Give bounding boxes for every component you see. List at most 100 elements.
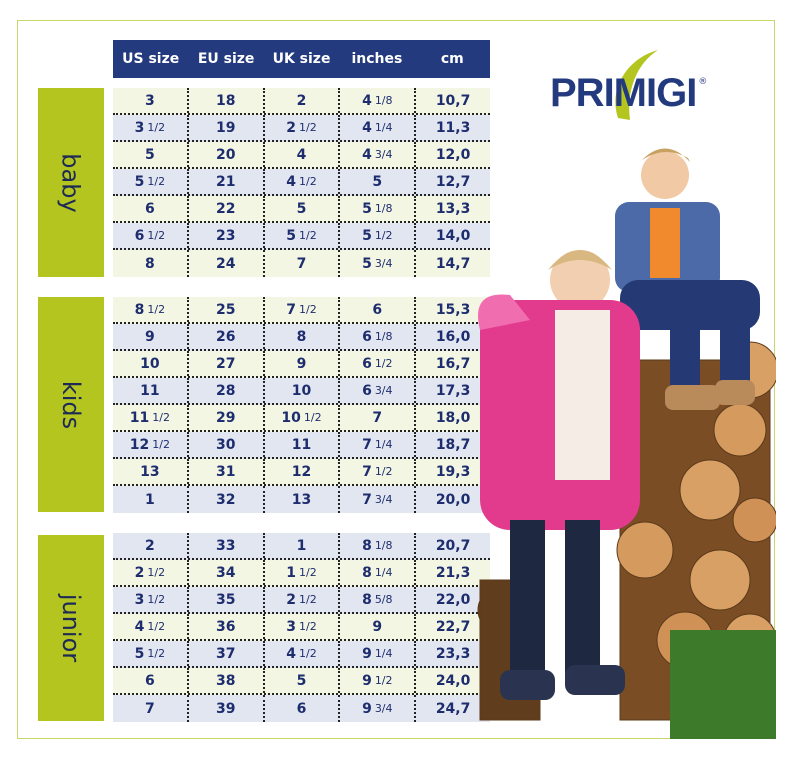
cell-cm: 17,3 xyxy=(435,382,471,399)
cell-inches: 6 1/2 xyxy=(340,351,417,376)
cell-us-size: 12 1/2 xyxy=(113,432,189,457)
header-eu-size: EU size xyxy=(197,51,255,67)
cell-us-size: 6 xyxy=(113,196,189,221)
table-row: 7 39 6 9 3/4 24,7 xyxy=(113,695,490,722)
cell-eu-size: 23 xyxy=(189,223,265,248)
table-row: 2 33 1 8 1/8 20,7 xyxy=(113,533,490,560)
cell-cm: 20,7 xyxy=(435,537,471,554)
cell-eu-size: 22 xyxy=(189,196,265,221)
cell-us-size: 8 xyxy=(113,250,189,277)
cell-cm: 13,3 xyxy=(435,200,471,217)
size-group-junior: 2 33 1 8 1/8 20,7 2 1/2 34 1 1/2 8 1/4 21,3 3 1/2 35 2 1/2… xyxy=(113,533,490,722)
kids-photo xyxy=(470,130,779,739)
table-row: 6 38 5 9 1/2 24,0 xyxy=(113,668,490,695)
table-row: 13 31 12 7 1/2 19,3 xyxy=(113,459,490,486)
logo-text: PRIMIGI xyxy=(550,71,697,115)
cell-cm: 23,3 xyxy=(435,645,471,662)
boy-image xyxy=(615,148,760,410)
cell-inches: 7 3/4 xyxy=(340,486,417,513)
cell-eu-size: 36 xyxy=(189,614,265,639)
cell-uk-size: 5 xyxy=(265,196,341,221)
cell-inches: 6 xyxy=(340,297,417,322)
cell-inches: 9 xyxy=(340,614,417,639)
cell-cm: 21,3 xyxy=(435,564,471,581)
cell-us-size: 6 1/2 xyxy=(113,223,189,248)
size-group-baby: 3 18 2 4 1/8 10,7 3 1/2 19 2 1/2 4 1/4 11,3 5 20 4 4 3/4 12… xyxy=(113,88,490,277)
cell-cm: 12,0 xyxy=(435,146,471,163)
cell-uk-size: 3 1/2 xyxy=(265,614,341,639)
cell-cm: 12,7 xyxy=(435,173,471,190)
cell-inches: 5 1/8 xyxy=(340,196,417,221)
cell-cm: 14,0 xyxy=(435,227,471,244)
cell-cm: 15,3 xyxy=(435,301,471,318)
cell-us-size: 5 xyxy=(113,142,189,167)
cell-uk-size: 10 xyxy=(265,378,341,403)
cell-inches: 8 1/4 xyxy=(340,560,417,585)
group-label-text: junior xyxy=(57,593,85,663)
cell-cm: 24,0 xyxy=(435,672,471,689)
cell-inches: 4 1/4 xyxy=(340,115,417,140)
group-label-text: baby xyxy=(56,152,85,213)
cell-us-size: 5 1/2 xyxy=(113,641,189,666)
cell-eu-size: 32 xyxy=(189,486,265,513)
registered-mark: ® xyxy=(698,77,708,87)
cell-us-size: 6 xyxy=(113,668,189,693)
cell-uk-size: 5 1/2 xyxy=(265,223,341,248)
cell-uk-size: 7 xyxy=(265,250,341,277)
cell-us-size: 1 xyxy=(113,486,189,513)
cell-us-size: 11 1/2 xyxy=(113,405,189,430)
cell-inches: 7 xyxy=(340,405,417,430)
cell-uk-size: 10 1/2 xyxy=(265,405,341,430)
table-row: 1 32 13 7 3/4 20,0 xyxy=(113,486,490,513)
cell-cm: 18,0 xyxy=(435,409,471,426)
cell-eu-size: 29 xyxy=(189,405,265,430)
header-us-size: US size xyxy=(122,51,180,67)
table-row: 12 1/2 30 11 7 1/4 18,7 xyxy=(113,432,490,459)
cell-eu-size: 30 xyxy=(189,432,265,457)
cell-us-size: 8 1/2 xyxy=(113,297,189,322)
primigi-logo: PRIMIGI ® xyxy=(548,48,748,133)
size-group-kids: 8 1/2 25 7 1/2 6 15,3 9 26 8 6 1/8 16,0 10 27 9 6 1/2 16,7… xyxy=(113,297,490,513)
cell-inches: 5 xyxy=(340,169,417,194)
cell-eu-size: 25 xyxy=(189,297,265,322)
cell-us-size: 3 1/2 xyxy=(113,587,189,612)
cell-uk-size: 2 1/2 xyxy=(265,115,341,140)
cell-inches: 7 1/4 xyxy=(340,432,417,457)
cell-inches: 6 1/8 xyxy=(340,324,417,349)
table-row: 5 20 4 4 3/4 12,0 xyxy=(113,142,490,169)
cell-inches: 9 3/4 xyxy=(340,695,417,722)
table-row: 8 1/2 25 7 1/2 6 15,3 xyxy=(113,297,490,324)
cell-cm: 11,3 xyxy=(435,119,471,136)
group-label-text: kids xyxy=(57,380,85,429)
table-row: 8 24 7 5 3/4 14,7 xyxy=(113,250,490,277)
cell-uk-size: 2 xyxy=(265,88,341,113)
cell-uk-size: 5 xyxy=(265,668,341,693)
cell-eu-size: 20 xyxy=(189,142,265,167)
cell-cm: 10,7 xyxy=(435,92,471,109)
cell-inches: 5 1/2 xyxy=(340,223,417,248)
cell-eu-size: 24 xyxy=(189,250,265,277)
cell-us-size: 9 xyxy=(113,324,189,349)
cell-us-size: 10 xyxy=(113,351,189,376)
table-row: 3 18 2 4 1/8 10,7 xyxy=(113,88,490,115)
cell-uk-size: 4 1/2 xyxy=(265,169,341,194)
table-row: 10 27 9 6 1/2 16,7 xyxy=(113,351,490,378)
cell-eu-size: 18 xyxy=(189,88,265,113)
cell-inches: 9 1/2 xyxy=(340,668,417,693)
cell-cm: 22,7 xyxy=(435,618,471,635)
cell-inches: 5 3/4 xyxy=(340,250,417,277)
cell-uk-size: 13 xyxy=(265,486,341,513)
cell-us-size: 2 xyxy=(113,533,189,558)
cell-eu-size: 27 xyxy=(189,351,265,376)
cell-uk-size: 1 xyxy=(265,533,341,558)
cell-uk-size: 9 xyxy=(265,351,341,376)
header-cm: cm xyxy=(440,51,464,67)
cell-cm: 20,0 xyxy=(435,491,471,508)
table-row: 3 1/2 35 2 1/2 8 5/8 22,0 xyxy=(113,587,490,614)
cell-eu-size: 35 xyxy=(189,587,265,612)
table-row: 4 1/2 36 3 1/2 9 22,7 xyxy=(113,614,490,641)
cell-eu-size: 28 xyxy=(189,378,265,403)
cell-inches: 6 3/4 xyxy=(340,378,417,403)
grass-image xyxy=(670,630,776,739)
girl-image xyxy=(478,250,640,700)
